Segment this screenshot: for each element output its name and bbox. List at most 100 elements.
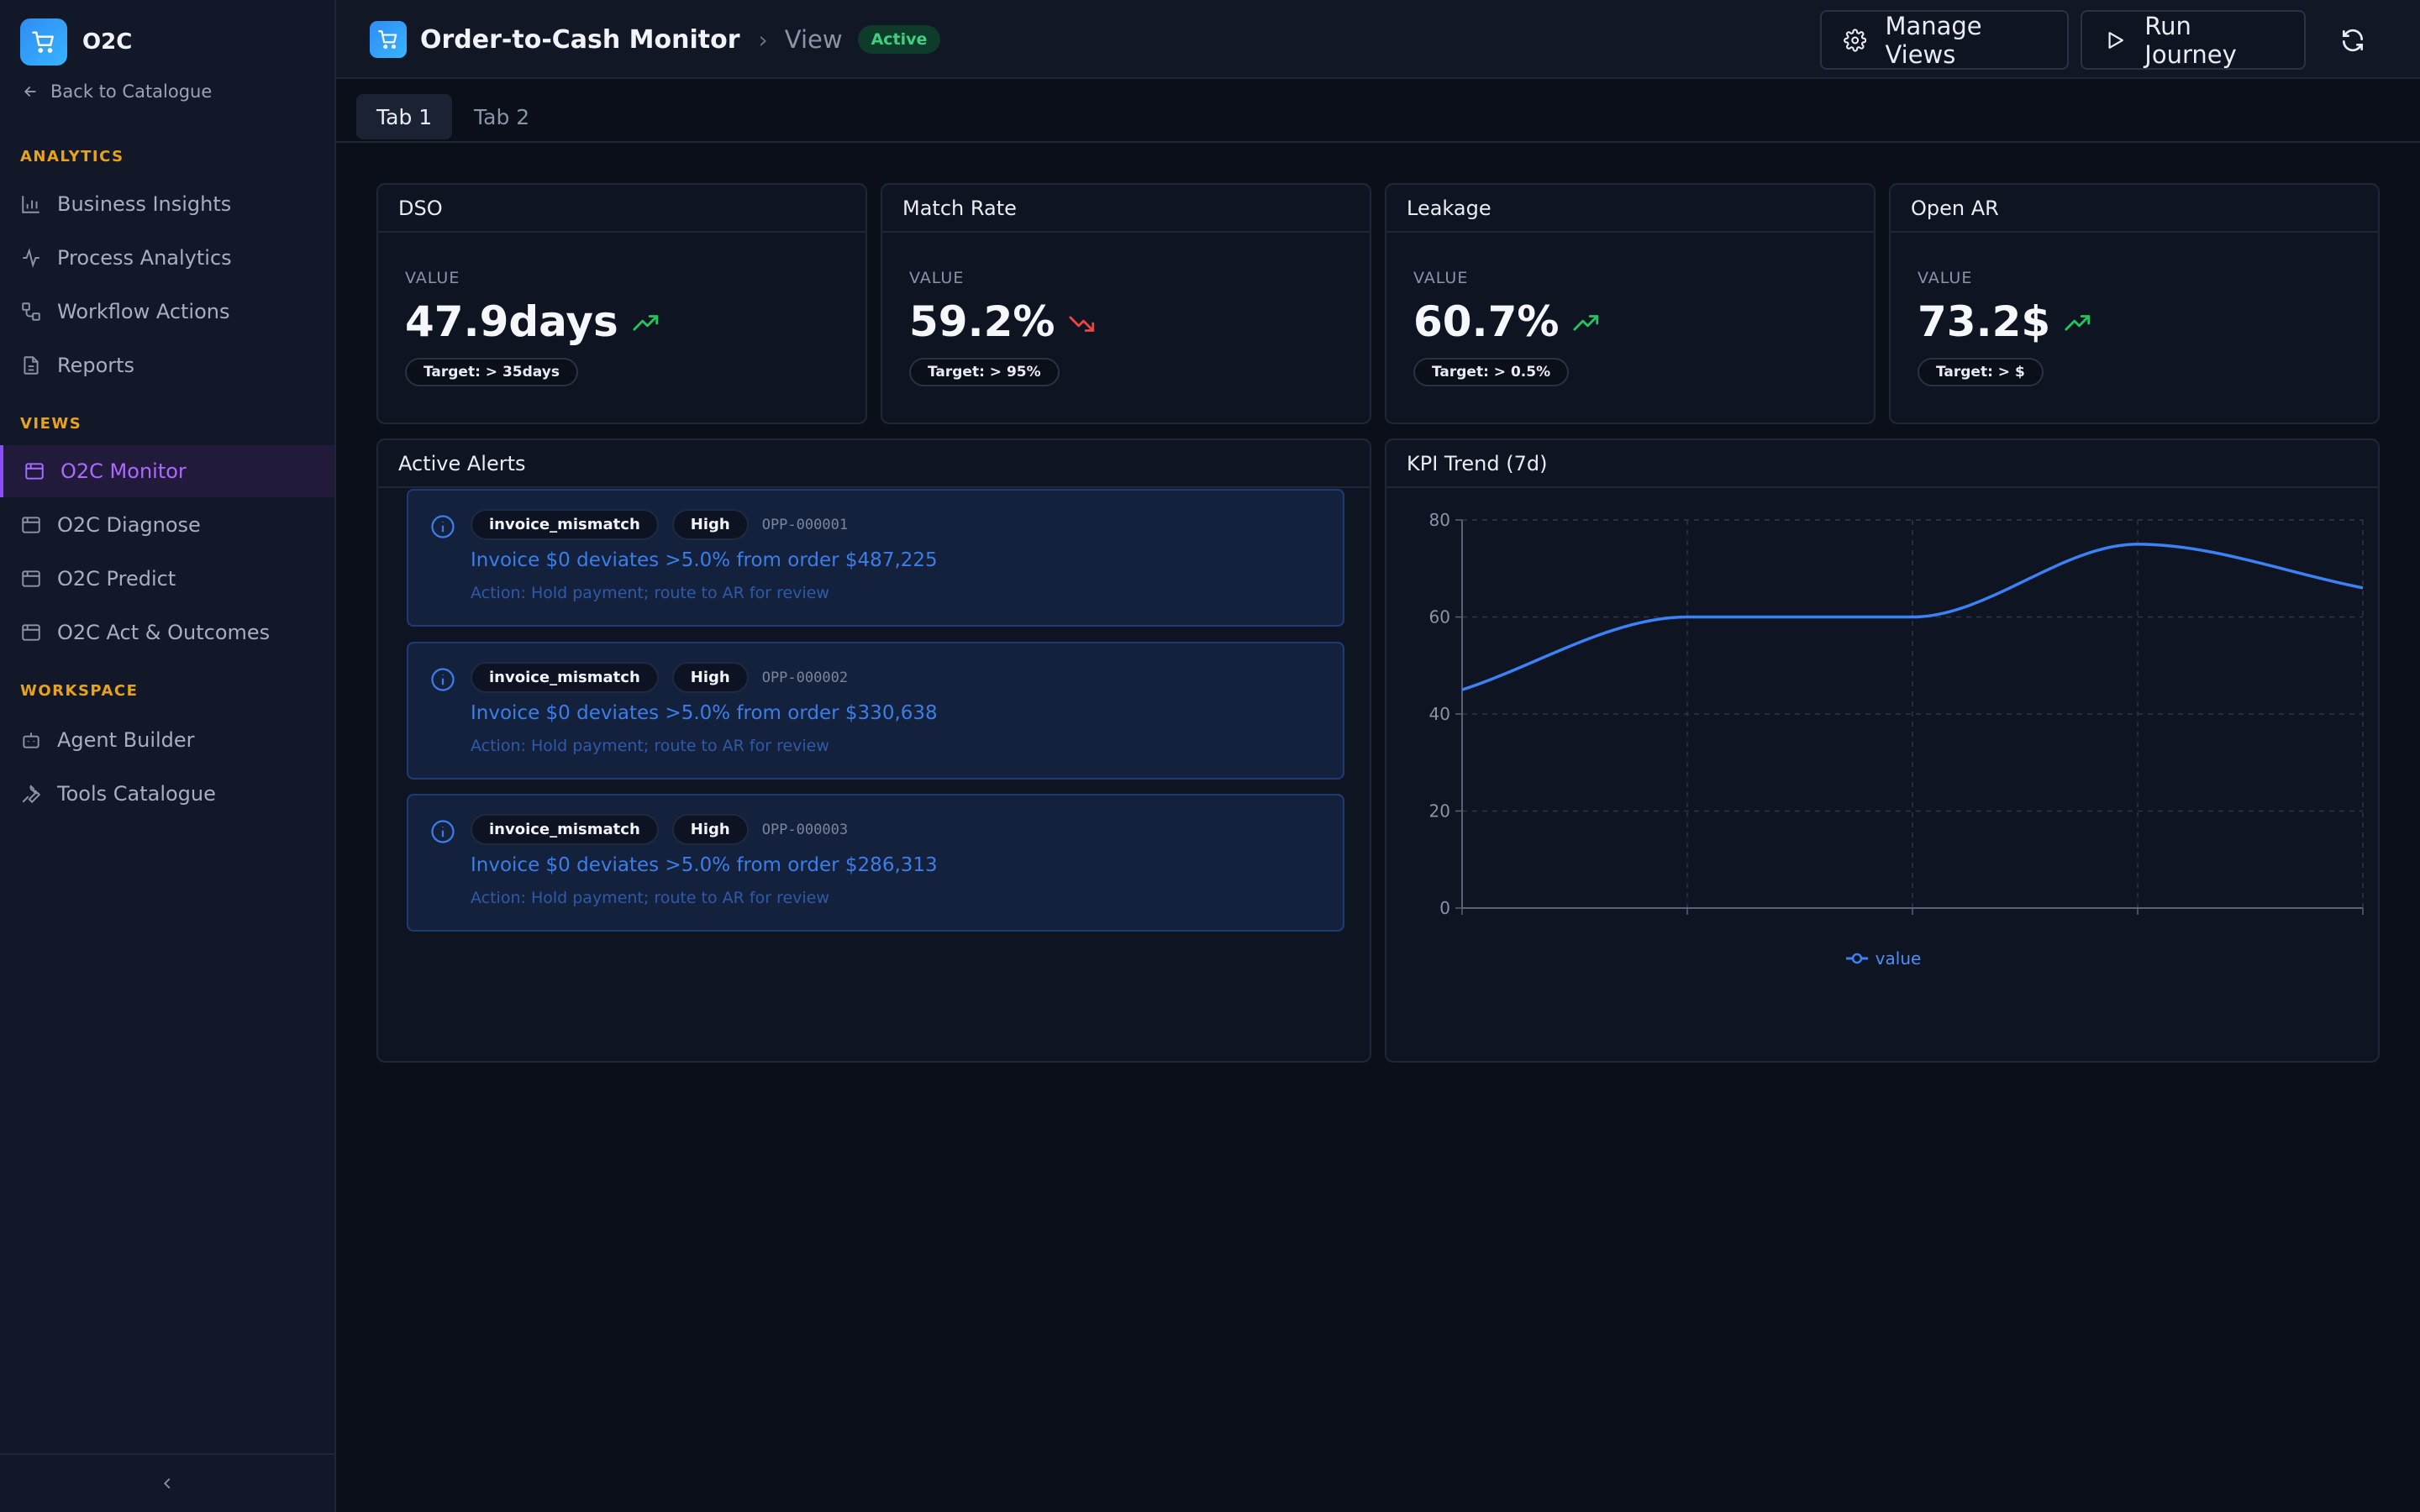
- brand[interactable]: O2C: [20, 18, 132, 66]
- sidebar-item-o2c-act-outcomes[interactable]: O2C Act & Outcomes: [0, 606, 334, 659]
- sidebar: O2C Back to Catalogue ANALYTICS Business…: [0, 0, 336, 1512]
- y-tick-label: 40: [1429, 704, 1450, 724]
- bar-chart-icon: [22, 196, 39, 213]
- tab-bar: Tab 1 Tab 2: [336, 79, 2420, 143]
- cart-icon: [370, 21, 407, 58]
- back-link-label: Back to Catalogue: [50, 81, 213, 102]
- alert-action: Action: Hold payment; route to AR for re…: [471, 584, 829, 602]
- kpi-card-open-ar: Open AR VALUE 73.2$ Target: > $: [1889, 183, 2380, 424]
- document-icon: [24, 356, 39, 375]
- kpi-value: 59.2%: [909, 297, 1055, 346]
- sidebar-item-o2c-diagnose[interactable]: O2C Diagnose: [0, 499, 334, 551]
- sidebar-item-label: Business Insights: [57, 192, 232, 216]
- kpi-label: VALUE: [909, 269, 965, 287]
- chevron-left-icon: [163, 1478, 171, 1489]
- active-alerts-panel: Active Alerts invoice_mismatch High OPP-…: [376, 438, 1371, 1063]
- chart-legend[interactable]: value: [1386, 948, 2380, 969]
- kpi-value: 47.9days: [405, 297, 618, 346]
- sidebar-item-agent-builder[interactable]: Agent Builder: [0, 714, 334, 766]
- window-icon: [22, 570, 40, 587]
- kpi-card-dso: DSO VALUE 47.9days Target: > 35days: [376, 183, 867, 424]
- manage-views-label: Manage Views: [1885, 11, 1982, 69]
- legend-line-icon: [1845, 953, 1868, 964]
- kpi-target-badge: Target: > 35days: [405, 358, 578, 386]
- window-icon: [22, 517, 40, 533]
- panel-title: Active Alerts: [378, 440, 1370, 488]
- kpi-label: VALUE: [1413, 269, 1469, 287]
- back-to-catalogue-link[interactable]: Back to Catalogue: [22, 81, 212, 102]
- sidebar-item-business-insights[interactable]: Business Insights: [0, 178, 334, 230]
- kpi-value: 60.7%: [1413, 297, 1560, 346]
- status-badge: Active: [857, 25, 941, 54]
- manage-views-button[interactable]: Manage Views: [1820, 10, 2069, 70]
- breadcrumb-view[interactable]: View: [784, 25, 843, 54]
- refresh-button[interactable]: [2328, 17, 2378, 64]
- series-line-value: [1461, 543, 2364, 691]
- section-label-analytics: ANALYTICS: [20, 148, 124, 165]
- sidebar-item-reports[interactable]: Reports: [0, 339, 334, 391]
- kpi-trend-panel: KPI Trend (7d) 0 20 40 60 80 value: [1385, 438, 2380, 1063]
- sidebar-item-label: O2C Act & Outcomes: [57, 621, 271, 644]
- kpi-title: DSO: [378, 185, 865, 233]
- alert-item[interactable]: invoice_mismatch High OPP-000001 Invoice…: [407, 489, 1344, 627]
- info-icon: [431, 515, 455, 538]
- kpi-card-match-rate: Match Rate VALUE 59.2% Target: > 95%: [881, 183, 1371, 424]
- sidebar-item-o2c-monitor[interactable]: O2C Monitor: [0, 445, 334, 497]
- window-icon: [25, 463, 44, 480]
- chevron-right-icon: ›: [758, 25, 768, 54]
- bot-icon: [23, 732, 39, 748]
- collapse-sidebar-button[interactable]: [0, 1453, 334, 1512]
- sidebar-item-label: O2C Predict: [57, 567, 176, 591]
- sidebar-item-process-analytics[interactable]: Process Analytics: [0, 232, 334, 284]
- alert-id: OPP-000001: [761, 516, 849, 533]
- y-tick-label: 20: [1429, 801, 1450, 822]
- kpi-target-badge: Target: > 95%: [909, 358, 1060, 386]
- severity-badge: High: [671, 662, 749, 693]
- sidebar-item-label: Agent Builder: [57, 728, 195, 752]
- kpi-label: VALUE: [1918, 269, 1973, 287]
- tab-2[interactable]: Tab 2: [474, 104, 530, 129]
- sidebar-item-label: Reports: [57, 354, 135, 377]
- app-name: O2C: [82, 29, 133, 55]
- kpi-label: VALUE: [405, 269, 460, 287]
- sidebar-item-label: O2C Monitor: [60, 459, 187, 483]
- section-label-workspace: WORKSPACE: [20, 682, 139, 700]
- run-journey-label: Run Journey: [2144, 11, 2237, 69]
- kpi-trend-chart: 0 20 40 60 80: [1429, 510, 2364, 918]
- alert-message: Invoice $0 deviates >5.0% from order $28…: [471, 854, 938, 876]
- sidebar-item-label: Process Analytics: [57, 246, 232, 270]
- alert-message: Invoice $0 deviates >5.0% from order $33…: [471, 702, 938, 724]
- alert-type-badge: invoice_mismatch: [471, 509, 659, 540]
- sidebar-item-o2c-predict[interactable]: O2C Predict: [0, 553, 334, 605]
- alert-item[interactable]: invoice_mismatch High OPP-000003 Invoice…: [407, 794, 1344, 932]
- alert-action: Action: Hold payment; route to AR for re…: [471, 737, 829, 755]
- kpi-target-badge: Target: > $: [1918, 358, 2044, 386]
- info-icon: [431, 668, 455, 691]
- trending-up-icon: [2065, 315, 2091, 331]
- refresh-icon: [2343, 29, 2363, 52]
- run-journey-button[interactable]: Run Journey: [2081, 10, 2306, 70]
- sidebar-item-workflow-actions[interactable]: Workflow Actions: [0, 286, 334, 338]
- alert-id: OPP-000002: [761, 669, 849, 686]
- y-tick-label: 60: [1429, 607, 1450, 627]
- top-header: Order-to-Cash Monitor › View Active Mana…: [336, 0, 2420, 79]
- activity-icon: [23, 248, 39, 268]
- severity-badge: High: [671, 509, 749, 540]
- sidebar-item-tools-catalogue[interactable]: Tools Catalogue: [0, 768, 334, 820]
- alert-item[interactable]: invoice_mismatch High OPP-000002 Invoice…: [407, 642, 1344, 780]
- kpi-value: 73.2$: [1918, 297, 2051, 346]
- sidebar-item-label: Tools Catalogue: [57, 782, 216, 806]
- cart-icon: [20, 18, 67, 66]
- play-icon: [2108, 31, 2124, 49]
- gear-icon: [1844, 28, 1867, 52]
- kpi-target-badge: Target: > 0.5%: [1413, 358, 1570, 386]
- alert-id: OPP-000003: [761, 821, 849, 838]
- sidebar-item-label: Workflow Actions: [57, 300, 230, 323]
- alert-action: Action: Hold payment; route to AR for re…: [471, 889, 829, 907]
- trending-down-icon: [1069, 316, 1095, 332]
- wrench-icon: [22, 785, 41, 804]
- kpi-title: Leakage: [1386, 185, 1874, 233]
- info-icon: [431, 820, 455, 843]
- tab-1[interactable]: Tab 1: [356, 94, 453, 139]
- section-label-views: VIEWS: [20, 415, 82, 433]
